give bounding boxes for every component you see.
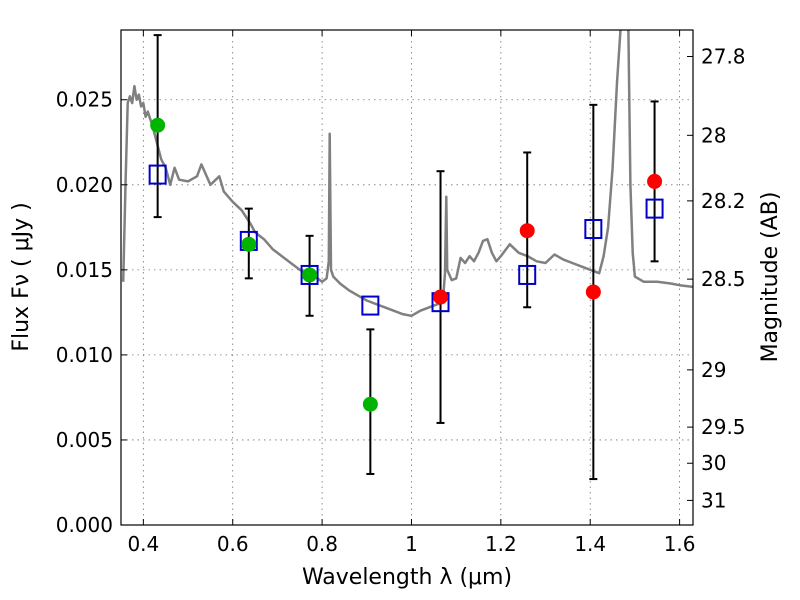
grid <box>121 30 693 525</box>
synthetic-photometry-point <box>645 198 664 219</box>
x-tick-label: 0.8 <box>306 532 338 556</box>
observed-flux-point <box>585 284 601 300</box>
y2-axis-label: Magnitude (AB) <box>758 192 783 363</box>
plot-frame <box>120 29 694 526</box>
y-tick-label: 0.010 <box>56 343 113 367</box>
y-tick-label: 0.005 <box>56 428 113 452</box>
synthetic-photometry-point <box>361 295 380 316</box>
y-tick-label: 0.015 <box>56 258 113 282</box>
axis-ticks: 0.4 0.6 0.8 1 1.2 1.4 1.6 0.000 0.005 0.010 0.015 0… <box>56 30 746 556</box>
y2-tick-label: 29 <box>701 358 726 382</box>
plot-data <box>121 30 693 481</box>
observed-flux-point <box>647 173 663 189</box>
x-tick-label: 1 <box>405 532 418 556</box>
observed-flux-point <box>519 223 535 239</box>
y2-tick-label: 28.5 <box>701 267 746 291</box>
observed-flux-point <box>302 267 318 283</box>
y-axis-label: Flux Fν ( μJy ) <box>9 202 34 351</box>
y2-tick-label: 30 <box>701 451 726 475</box>
x-tick-label: 1.6 <box>664 532 696 556</box>
y2-tick-label: 29.5 <box>701 415 746 439</box>
synthetic-photometry-point <box>300 264 319 285</box>
y-tick-label: 0.020 <box>56 173 113 197</box>
x-axis-label: Wavelength λ (μm) <box>302 565 512 590</box>
x-tick-label: 1.2 <box>485 532 517 556</box>
x-tick-label: 1.4 <box>574 532 606 556</box>
observed-flux-point <box>362 396 378 412</box>
observed-flux-point <box>241 236 257 252</box>
observed-flux-point <box>433 289 449 305</box>
y2-tick-label: 28 <box>701 123 726 147</box>
y-tick-label: 0.025 <box>56 88 113 112</box>
synthetic-photometry-point <box>518 264 537 285</box>
y2-tick-label: 31 <box>701 488 726 512</box>
y2-tick-label: 28.2 <box>701 189 746 213</box>
synthetic-photometry-point <box>148 164 167 185</box>
x-tick-label: 0.6 <box>217 532 249 556</box>
y-tick-label: 0.000 <box>56 513 113 537</box>
model-spectrum-line <box>121 30 693 318</box>
x-tick-label: 0.4 <box>127 532 159 556</box>
observed-flux-point <box>150 117 166 133</box>
synthetic-photometry-point <box>584 219 603 240</box>
y2-tick-label: 27.8 <box>701 44 746 68</box>
